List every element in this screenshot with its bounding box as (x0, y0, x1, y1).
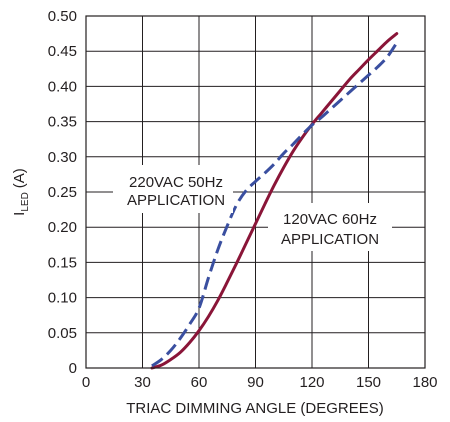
x-tick-label: 60 (191, 374, 208, 391)
x-axis-ticks: 0 30 60 90 120 150 180 (82, 374, 438, 391)
series-lines (150, 32, 399, 370)
x-tick-label: 150 (356, 374, 381, 391)
annotation-bg-220vac (113, 165, 233, 213)
y-tick-label: 0.45 (48, 43, 77, 60)
annotations: 220VAC 50Hz APPLICATION 120VAC 60Hz APPL… (113, 165, 392, 251)
y-axis-title-sub: LED (20, 192, 31, 211)
x-tick-label: 120 (299, 374, 324, 391)
annotation-220vac-line1: 220VAC 50Hz (129, 174, 223, 191)
series-line-220vac (151, 41, 399, 368)
y-axis-title-unit: (A) (11, 168, 28, 188)
y-tick-label: 0.25 (48, 184, 77, 201)
x-tick-label: 90 (247, 374, 264, 391)
x-tick-label: 30 (134, 374, 151, 391)
x-axis-title: TRIAC DIMMING ANGLE (DEGREES) (126, 400, 384, 417)
annotation-120vac-line1: 120VAC 60Hz (283, 211, 377, 228)
y-tick-label: 0 (69, 360, 77, 377)
annotation-bg-120vac (268, 203, 392, 251)
annotation-220vac-line2: APPLICATION (127, 192, 225, 209)
y-tick-label: 0.40 (48, 78, 77, 95)
y-tick-label: 0.30 (48, 149, 77, 166)
y-axis-title: ILED (A) (11, 168, 31, 216)
y-axis-ticks: 0 0.05 0.10 0.15 0.20 0.25 0.30 0.35 0.40 0.45 0.5… (48, 8, 77, 377)
plot-frame (85, 15, 426, 369)
y-tick-label: 0.15 (48, 254, 77, 271)
series-line-120vac (150, 32, 399, 370)
y-tick-label: 0.50 (48, 8, 77, 25)
annotation-120vac-line2: APPLICATION (281, 231, 379, 248)
grid (86, 16, 425, 368)
y-tick-label: 0.35 (48, 114, 77, 131)
x-tick-label: 0 (82, 374, 90, 391)
y-axis-title-main: I (11, 212, 28, 216)
x-tick-label: 180 (412, 374, 437, 391)
y-tick-label: 0.20 (48, 219, 77, 236)
y-tick-label: 0.10 (48, 290, 77, 307)
y-tick-label: 0.05 (48, 325, 77, 342)
